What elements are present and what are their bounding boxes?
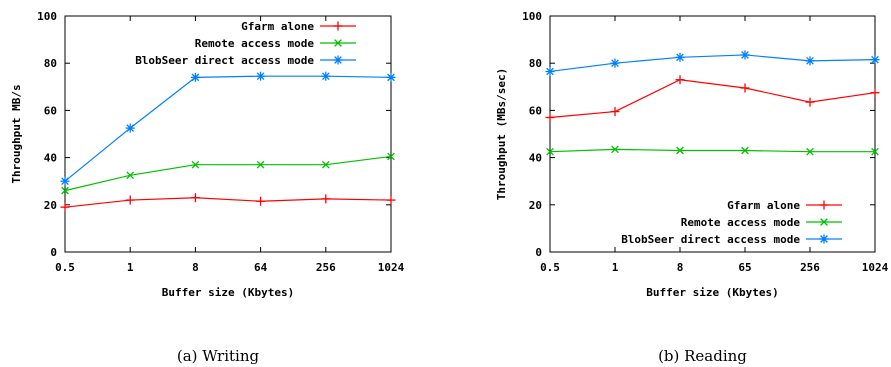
data-point (610, 107, 620, 117)
data-point (61, 186, 69, 195)
y-axis-label: Throughput MB/s (10, 84, 23, 183)
data-point (741, 146, 749, 155)
legend-marker (333, 55, 343, 65)
series-line (64, 197, 392, 208)
x-tick-label: 1 (127, 261, 134, 274)
data-point (256, 160, 265, 169)
data-point (321, 71, 331, 81)
series-blobseer (545, 50, 880, 76)
data-point (386, 72, 396, 82)
data-point (387, 152, 395, 161)
y-tick-label: 60 (529, 104, 542, 117)
data-point (870, 88, 880, 98)
data-point (676, 146, 684, 155)
data-point (60, 202, 70, 212)
data-point (321, 194, 331, 204)
series-line (549, 148, 875, 153)
x-tick-label: 1 (612, 261, 619, 274)
y-axis-label: Throughput (MBs/sec) (495, 68, 508, 200)
data-point (546, 147, 554, 156)
data-point (190, 193, 200, 203)
writing-chart: 0 20 40 60 80 100 0.5 1 8 64 256 1024 Buffer size (K… (10, 10, 405, 365)
plot-frame (549, 15, 876, 253)
data-point (610, 58, 620, 68)
data-point (740, 83, 750, 93)
x-axis-label: Buffer size (Kbytes) (162, 286, 294, 299)
y-tick-label: 80 (529, 57, 542, 70)
data-point (611, 145, 619, 154)
x-tick-label: 256 (800, 261, 820, 274)
legend-label: BlobSeer direct access mode (135, 54, 314, 67)
x-tick-label: 65 (738, 261, 751, 274)
data-point (675, 75, 685, 85)
y-tick-label: 20 (44, 199, 57, 212)
series-gfarm (545, 75, 880, 122)
y-tick-label: 40 (44, 152, 57, 165)
x-tick-label: 1024 (378, 261, 405, 274)
data-point (191, 160, 200, 169)
legend-marker (820, 218, 828, 226)
legend-marker (819, 234, 829, 244)
data-point (545, 66, 555, 76)
y-tick-label: 0 (50, 246, 57, 259)
data-point (321, 160, 330, 169)
x-tick-label: 64 (254, 261, 268, 274)
legend-label: Remote access mode (681, 216, 801, 229)
data-point (870, 55, 880, 65)
series-remote (61, 152, 395, 195)
data-point (806, 147, 814, 156)
series-gfarm (60, 193, 396, 212)
legend-label: Gfarm alone (241, 20, 314, 33)
x-axis-label: Buffer size (Kbytes) (646, 286, 778, 299)
series-line (549, 54, 876, 73)
data-point (805, 56, 815, 66)
reading-chart: 0 20 40 60 80 100 0.5 1 8 65 256 1024 Buffer size (K… (495, 10, 889, 365)
y-tick-label: 20 (529, 199, 542, 212)
x-tick-label: 8 (192, 261, 199, 274)
legend-label: Remote access mode (195, 37, 315, 50)
legend-label: Gfarm alone (727, 199, 800, 212)
y-tick-label: 100 (37, 10, 57, 23)
y-tick-label: 40 (529, 152, 542, 165)
data-point (256, 196, 266, 206)
legend-marker (334, 39, 342, 47)
data-point (740, 50, 750, 60)
y-tick-label: 100 (522, 10, 542, 23)
y-tick-label: 0 (535, 246, 542, 259)
data-point (125, 195, 135, 205)
data-point (675, 52, 685, 62)
y-tick-label: 80 (44, 57, 57, 70)
series-remote (546, 145, 879, 156)
series-line (64, 75, 392, 182)
legend-marker (333, 21, 343, 31)
legend-label: BlobSeer direct access mode (621, 233, 800, 246)
figure-caption: (b) Reading (658, 347, 747, 365)
series-blobseer (60, 71, 396, 186)
data-point (256, 71, 266, 81)
data-point (60, 176, 70, 186)
x-tick-label: 256 (316, 261, 336, 274)
data-point (125, 123, 135, 133)
data-point (545, 112, 555, 122)
data-point (126, 171, 135, 180)
data-point (386, 195, 396, 205)
x-tick-label: 0.5 (55, 261, 75, 274)
x-tick-label: 0.5 (540, 261, 560, 274)
figure-caption: (a) Writing (177, 347, 260, 365)
series-line (64, 155, 392, 192)
series-line (549, 79, 876, 119)
data-point (190, 72, 200, 82)
x-tick-label: 1024 (862, 261, 889, 274)
data-point (805, 97, 815, 107)
x-tick-label: 8 (677, 261, 684, 274)
data-point (871, 147, 879, 156)
y-tick-label: 60 (44, 104, 57, 117)
plot-frame (64, 15, 392, 253)
legend-marker (819, 200, 829, 210)
